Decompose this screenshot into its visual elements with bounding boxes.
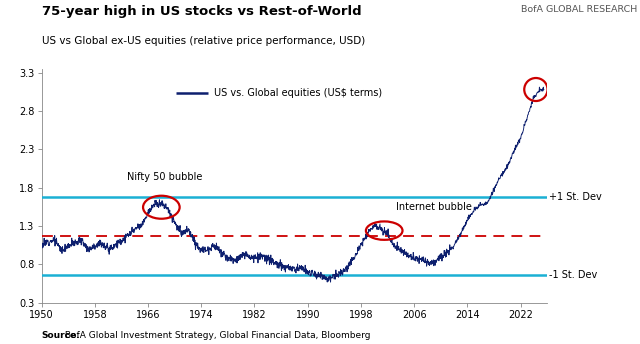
Text: Internet bubble: Internet bubble — [396, 202, 472, 212]
Text: US vs Global ex-US equities (relative price performance, USD): US vs Global ex-US equities (relative pr… — [42, 36, 365, 46]
Text: BofA Global Investment Strategy, Global Financial Data, Bloomberg: BofA Global Investment Strategy, Global … — [62, 331, 371, 340]
Text: Source:: Source: — [42, 331, 81, 340]
Text: BofA GLOBAL RESEARCH: BofA GLOBAL RESEARCH — [520, 5, 637, 14]
Text: +1 St. Dev: +1 St. Dev — [549, 192, 602, 202]
Text: -1 St. Dev: -1 St. Dev — [549, 270, 598, 280]
Text: US vs. Global equities (US$ terms): US vs. Global equities (US$ terms) — [214, 88, 381, 98]
Text: 75-year high in US stocks vs Rest-of-World: 75-year high in US stocks vs Rest-of-Wor… — [42, 5, 361, 18]
Text: Nifty 50 bubble: Nifty 50 bubble — [127, 172, 202, 182]
